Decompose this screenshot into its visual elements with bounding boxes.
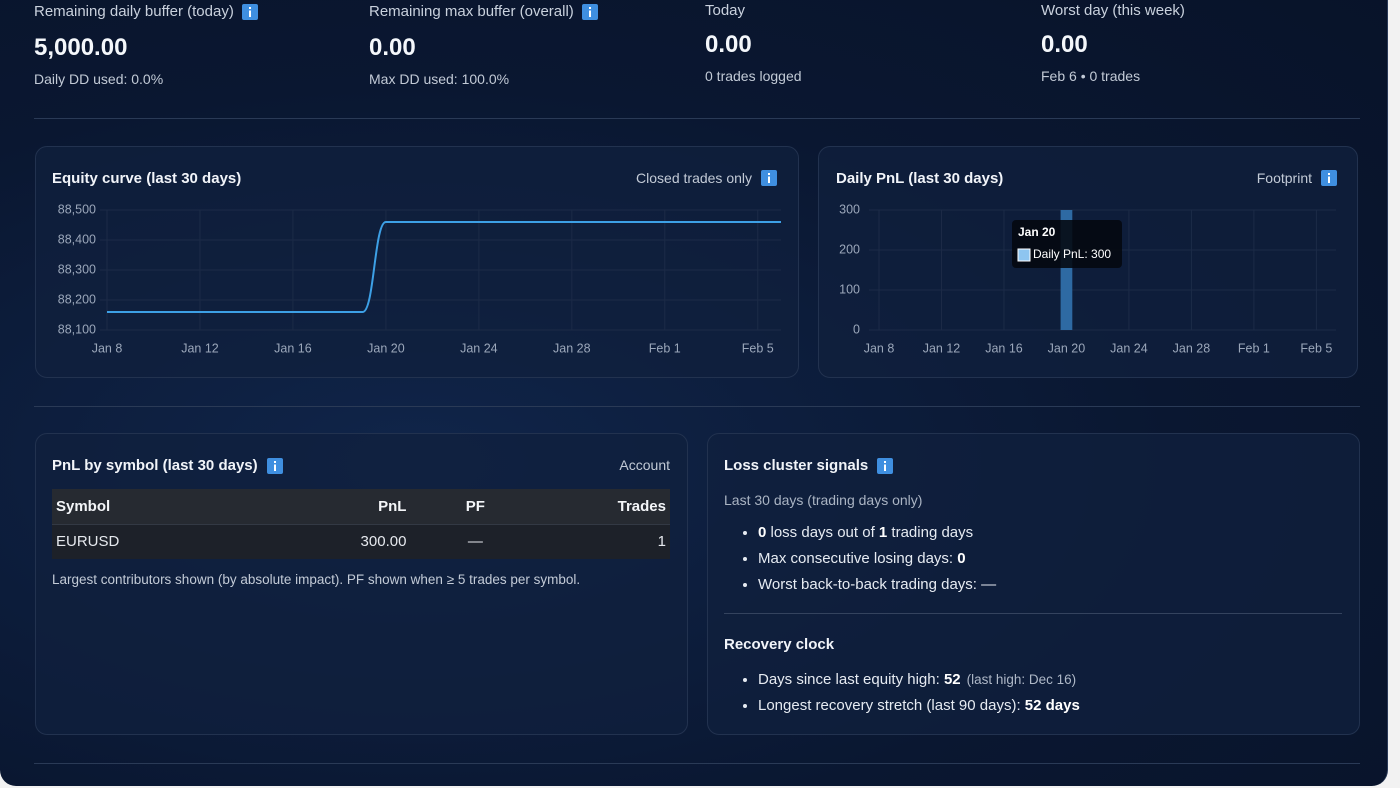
stat-sub: 0 trades logged (705, 68, 802, 84)
table-scope: Account (619, 457, 670, 473)
list-item: Days since last equity high: 52 (last hig… (758, 667, 1080, 693)
list-text: 1 (878, 524, 888, 541)
info-icon[interactable] (1321, 170, 1337, 186)
divider (724, 613, 1342, 614)
loss-title-text: Loss cluster signals (724, 457, 869, 474)
stat-sub: Feb 6 • 0 trades (1041, 68, 1141, 84)
stat-value: 0.00 (705, 31, 752, 58)
column-header: Trades (540, 489, 670, 524)
column-header: Symbol (52, 489, 263, 524)
chart-subtitle: Footprint (1257, 170, 1337, 186)
stat-value: 0.00 (369, 34, 416, 61)
symbol-card (35, 433, 688, 735)
stat-label-text: Remaining max buffer (overall) (369, 3, 574, 20)
list-item: 0 loss days out of 1 trading days (758, 520, 996, 546)
column-header: PnL (262, 489, 411, 524)
list-text: Longest recovery stretch (last 90 days): (758, 697, 1025, 714)
stat-label: Today (705, 2, 746, 19)
list-text: 0 (758, 524, 767, 541)
divider (34, 763, 1360, 764)
list-text: (last high: Dec 16) (966, 672, 1077, 687)
list-item: Longest recovery stretch (last 90 days):… (758, 693, 1080, 719)
list-text: Max consecutive losing days: (758, 550, 958, 567)
list-item: Max consecutive losing days: 0 (758, 546, 996, 572)
stat-label-text: Remaining daily buffer (today) (34, 3, 234, 20)
recovery-title: Recovery clock (724, 636, 835, 653)
loss-card (707, 433, 1360, 735)
stat-value: 0.00 (1041, 31, 1088, 58)
symbol-table: Symbol PnL PF Trades EURUSD 300.00—1 (52, 489, 670, 559)
info-icon[interactable] (581, 3, 598, 20)
chart-subtitle-text: Closed trades only (636, 170, 752, 186)
chart-title: Equity curve (last 30 days) (52, 170, 242, 187)
chart-subtitle: Closed trades only (636, 170, 777, 186)
stat-value: 5,000.00 (34, 34, 128, 61)
info-icon[interactable] (877, 457, 894, 474)
table-title-text: PnL by symbol (last 30 days) (52, 457, 258, 474)
table-header-row: Symbol PnL PF Trades (52, 489, 670, 524)
info-icon[interactable] (241, 3, 258, 20)
list-text: 52 (943, 671, 961, 688)
stat-label: Remaining max buffer (overall) (369, 3, 598, 20)
info-icon[interactable] (761, 170, 777, 186)
chart-title: Daily PnL (last 30 days) (836, 170, 1004, 187)
list-text: 52 days (1024, 697, 1080, 714)
info-icon[interactable] (266, 457, 283, 474)
column-header: PF (410, 489, 541, 524)
table-cell: EURUSD (52, 523, 263, 559)
stat-label: Remaining daily buffer (today) (34, 3, 258, 20)
list-item: Worst back-to-back trading days: — (758, 572, 996, 598)
list-text: loss days out of (766, 524, 879, 541)
divider (34, 406, 1360, 407)
loss-subtitle: Last 30 days (trading days only) (724, 492, 923, 508)
loss-title: Loss cluster signals (724, 457, 894, 474)
divider (34, 118, 1360, 119)
table-cell: 1 (540, 523, 670, 559)
list-text: Days since last equity high: (758, 671, 944, 688)
chart-subtitle-text: Footprint (1256, 170, 1312, 186)
table-note: Largest contributors shown (by absolute … (52, 572, 581, 587)
table-row: EURUSD 300.00—1 (52, 523, 670, 559)
table-title: PnL by symbol (last 30 days) (52, 457, 283, 474)
table-cell: — (410, 523, 541, 559)
recovery-list: Days since last equity high: 52 (last hig… (724, 667, 1080, 719)
table-cell: 300.00 (262, 523, 411, 559)
stat-label: Worst day (this week) (1041, 2, 1185, 19)
list-text: trading days (887, 524, 974, 541)
loss-list: 0 loss days out of 1 trading daysMax con… (724, 520, 996, 598)
stat-sub: Daily DD used: 0.0% (34, 71, 164, 87)
list-text: Worst back-to-back trading days: — (758, 576, 997, 593)
stat-sub: Max DD used: 100.0% (369, 71, 510, 87)
list-text: 0 (957, 550, 966, 567)
